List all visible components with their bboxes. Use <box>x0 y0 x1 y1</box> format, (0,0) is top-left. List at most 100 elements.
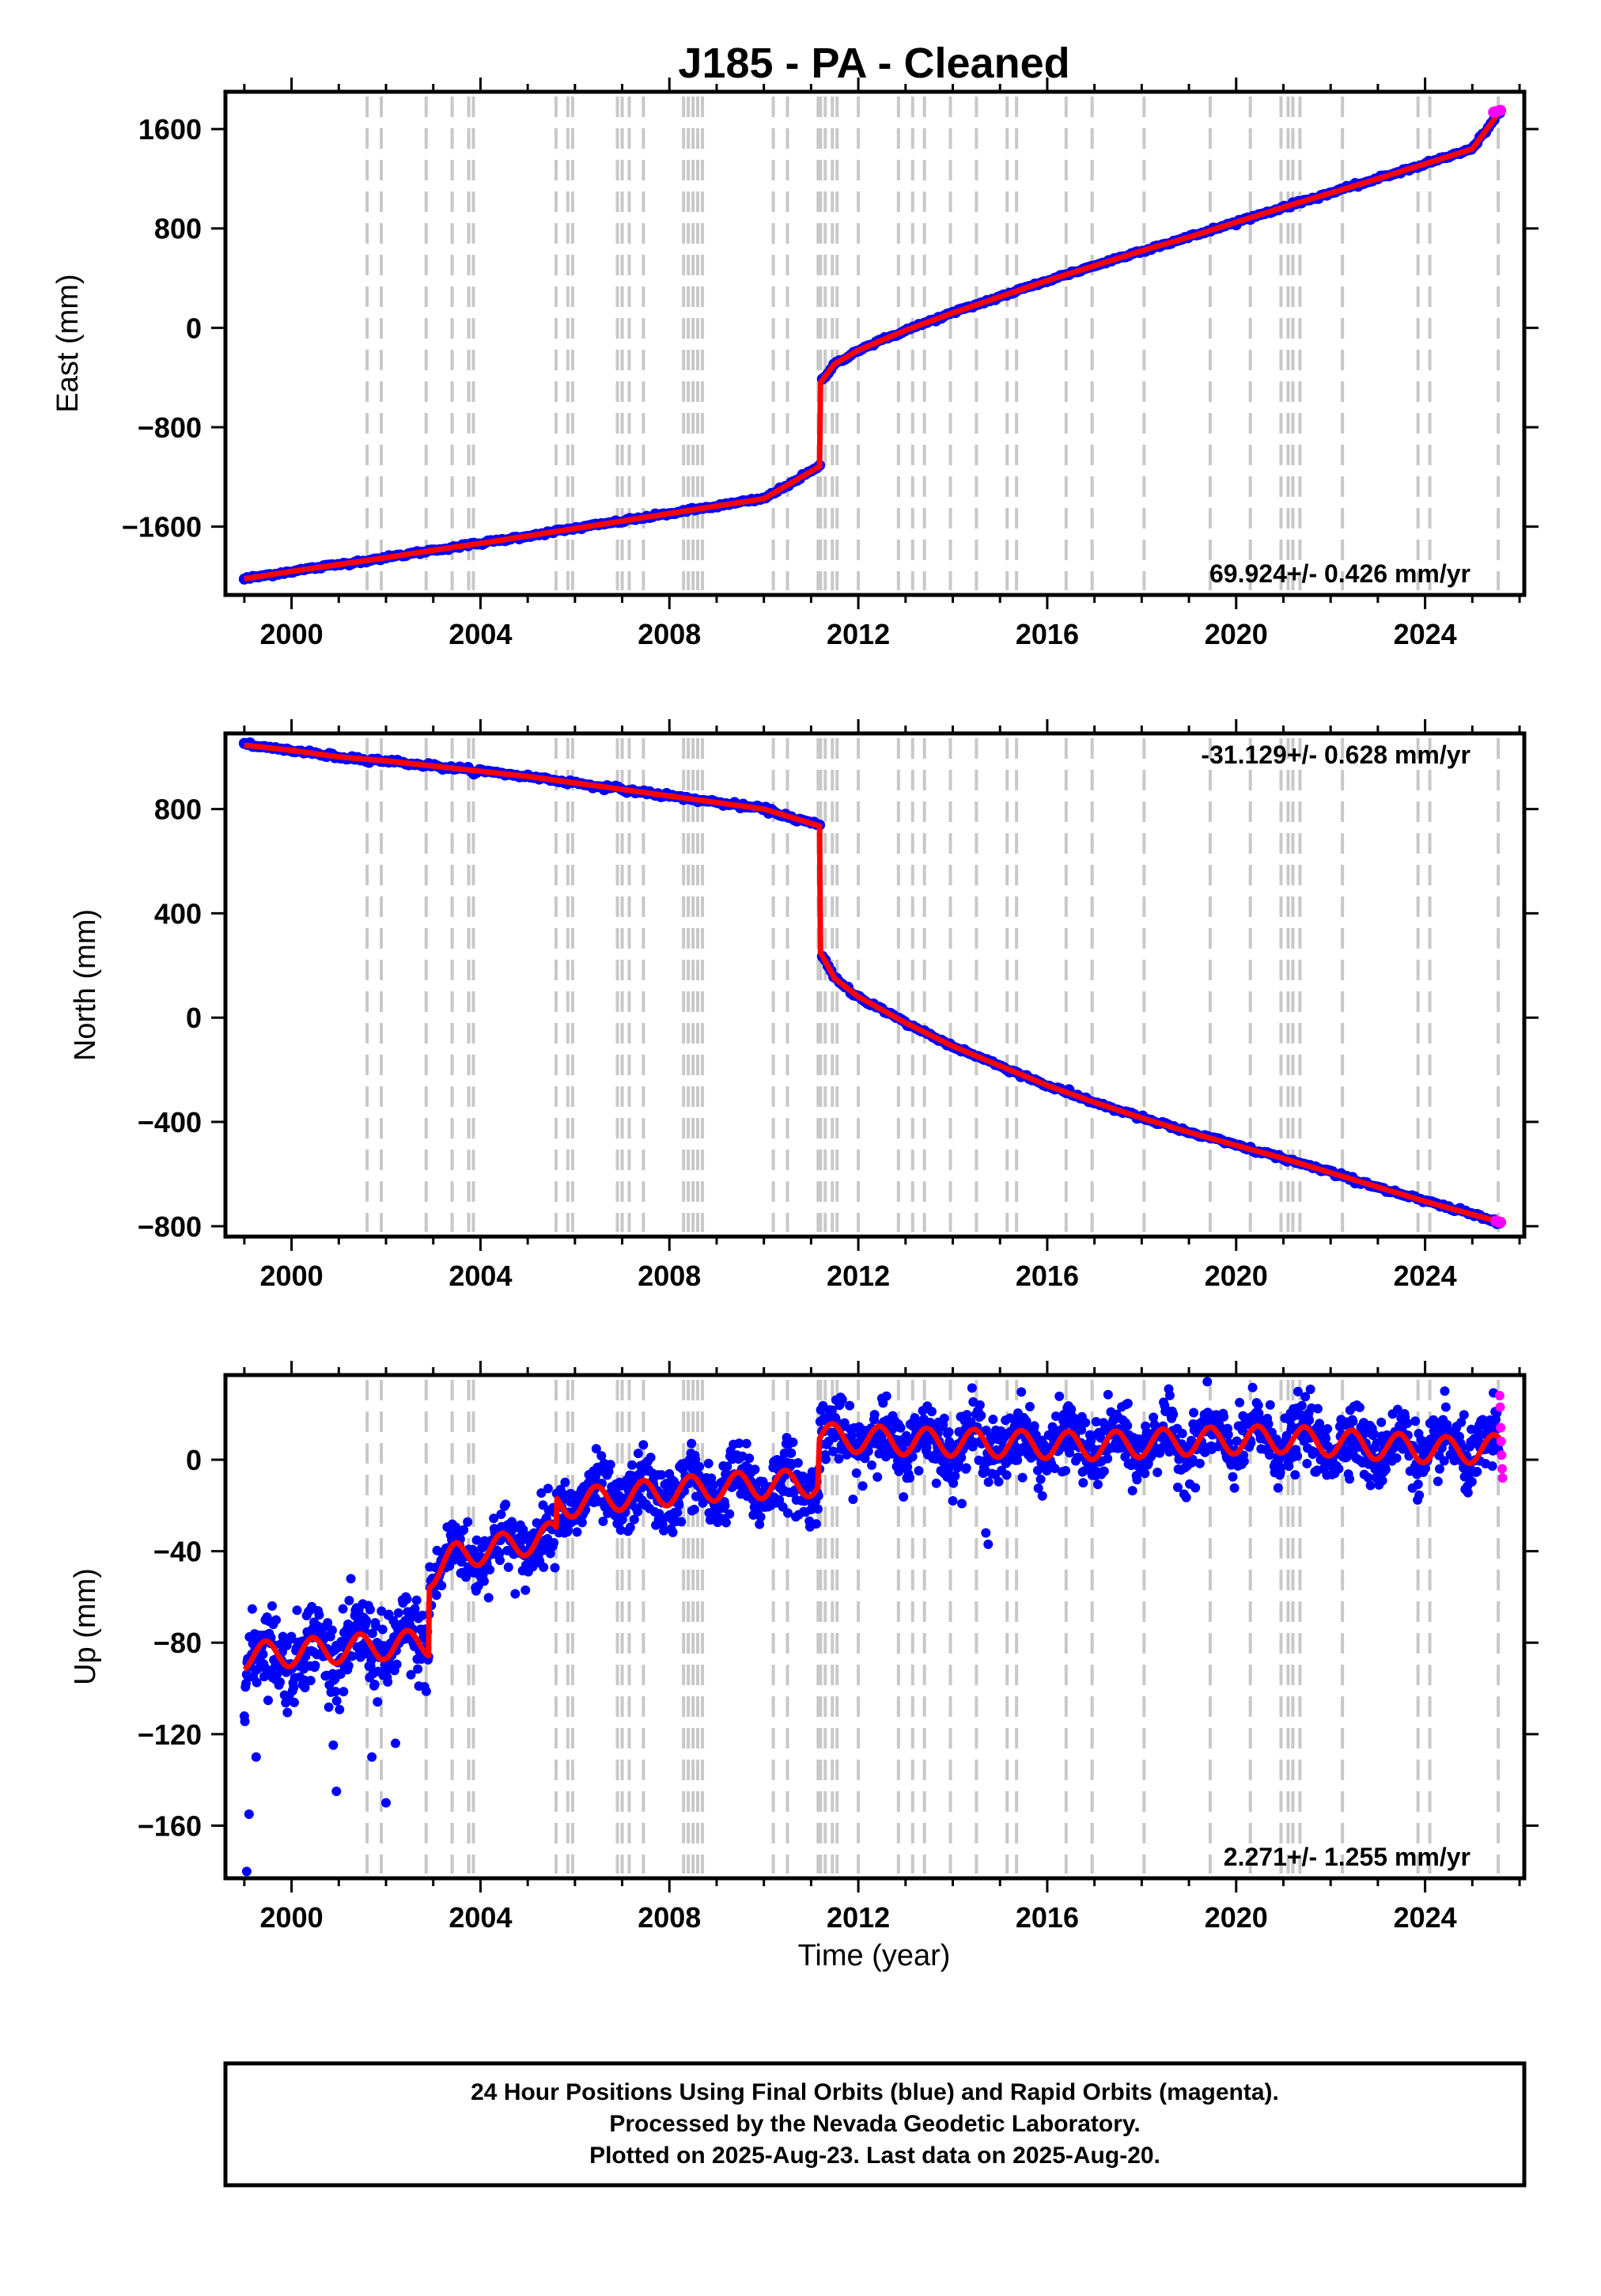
data-point <box>252 1677 262 1688</box>
data-point <box>1246 1438 1256 1448</box>
data-point <box>549 1538 559 1548</box>
data-point <box>247 1604 257 1614</box>
data-point <box>369 1679 380 1689</box>
data-point <box>1141 1427 1152 1438</box>
data-point <box>479 1576 489 1586</box>
data-point <box>837 1394 847 1404</box>
data-point <box>591 1444 601 1454</box>
data-point <box>539 1562 549 1572</box>
x-tick-label: 2024 <box>1394 1260 1457 1292</box>
data-point <box>392 1659 402 1669</box>
footer-line-plotted: Plotted on 2025-Aug-23. Last data on 202… <box>589 2143 1160 2169</box>
data-point <box>598 1516 608 1526</box>
data-point <box>881 1391 891 1401</box>
data-point <box>463 1517 473 1527</box>
data-point <box>695 1461 705 1472</box>
data-point <box>687 1438 697 1449</box>
data-point <box>1265 1400 1275 1410</box>
data-point <box>501 1499 511 1510</box>
data-point <box>1012 1455 1023 1465</box>
data-point <box>328 1740 339 1750</box>
data-point <box>520 1585 531 1595</box>
data-point <box>1380 1464 1391 1475</box>
y-tick-label: 800 <box>154 213 202 245</box>
plot-frame <box>223 731 1527 1239</box>
data-point <box>373 1697 383 1707</box>
data-point <box>1345 1474 1355 1484</box>
data-point <box>962 1410 972 1420</box>
data-point <box>1050 1463 1060 1473</box>
data-point <box>1265 1450 1275 1461</box>
data-point <box>793 1458 803 1468</box>
data-point <box>851 1468 861 1478</box>
data-point <box>633 1506 643 1517</box>
x-tick-label: 2016 <box>1016 1901 1079 1934</box>
data-point <box>899 1491 909 1502</box>
data-point <box>593 1496 604 1506</box>
data-point <box>1190 1483 1201 1493</box>
data-point <box>922 1442 932 1453</box>
data-point <box>1365 1480 1376 1491</box>
data-point <box>292 1605 302 1616</box>
data-point <box>721 1517 731 1528</box>
data-point <box>1433 1476 1443 1487</box>
data-point <box>496 1510 506 1520</box>
x-tick-label: 2000 <box>260 618 324 650</box>
y-tick-label: −80 <box>153 1627 202 1659</box>
velocity-rate-label: 69.924+/- 0.426 mm/yr <box>1209 559 1470 588</box>
data-point <box>275 1677 286 1688</box>
data-point <box>1219 1411 1229 1422</box>
data-point <box>550 1563 560 1573</box>
data-point <box>725 1509 735 1519</box>
x-tick-label: 2012 <box>827 1260 890 1292</box>
data-point <box>1293 1386 1303 1396</box>
data-point <box>811 1519 821 1529</box>
data-point <box>1091 1416 1101 1426</box>
data-point <box>1334 1464 1344 1474</box>
rapid-orbit-point <box>1497 1473 1508 1483</box>
y-tick-label: −400 <box>138 1106 202 1139</box>
data-point <box>1363 1472 1373 1483</box>
data-point <box>1177 1428 1187 1438</box>
data-point <box>1103 1453 1113 1464</box>
x-tick-label: 2020 <box>1205 618 1268 650</box>
data-point <box>1273 1483 1283 1493</box>
data-point <box>1459 1410 1469 1420</box>
data-point <box>1035 1474 1046 1484</box>
data-point <box>305 1676 316 1686</box>
data-point <box>1050 1411 1061 1421</box>
data-point <box>402 1594 412 1605</box>
data-point <box>1368 1429 1379 1439</box>
data-point <box>1263 1419 1274 1429</box>
data-point <box>633 1449 643 1459</box>
data-point <box>744 1453 755 1464</box>
data-point <box>560 1477 570 1487</box>
data-point <box>339 1687 349 1697</box>
data-point <box>907 1452 918 1462</box>
data-point <box>1037 1491 1047 1501</box>
outlier-point <box>244 1809 254 1820</box>
data-point <box>994 1476 1004 1487</box>
data-point <box>876 1433 887 1443</box>
data-point <box>495 1555 505 1566</box>
data-point <box>431 1590 441 1601</box>
data-point <box>383 1677 393 1687</box>
data-point <box>489 1514 499 1524</box>
data-point <box>1061 1465 1071 1476</box>
x-tick-label: 2004 <box>449 618 512 650</box>
data-point <box>895 1423 906 1433</box>
north-panel: 2000 2004 2008 2012 2016 2020 2024 800 400 0 −400 −… <box>69 719 1539 1292</box>
data-point <box>948 1496 958 1506</box>
outlier-point <box>983 1539 994 1549</box>
y-tick-label: 400 <box>154 897 202 930</box>
data-point <box>950 1471 960 1481</box>
data-point <box>267 1601 277 1611</box>
data-point <box>314 1610 324 1620</box>
data-point <box>905 1472 915 1483</box>
data-point <box>1065 1448 1075 1458</box>
data-point <box>485 1565 495 1575</box>
data-point <box>365 1605 375 1615</box>
data-point <box>1247 1382 1258 1392</box>
data-point <box>931 1478 941 1488</box>
